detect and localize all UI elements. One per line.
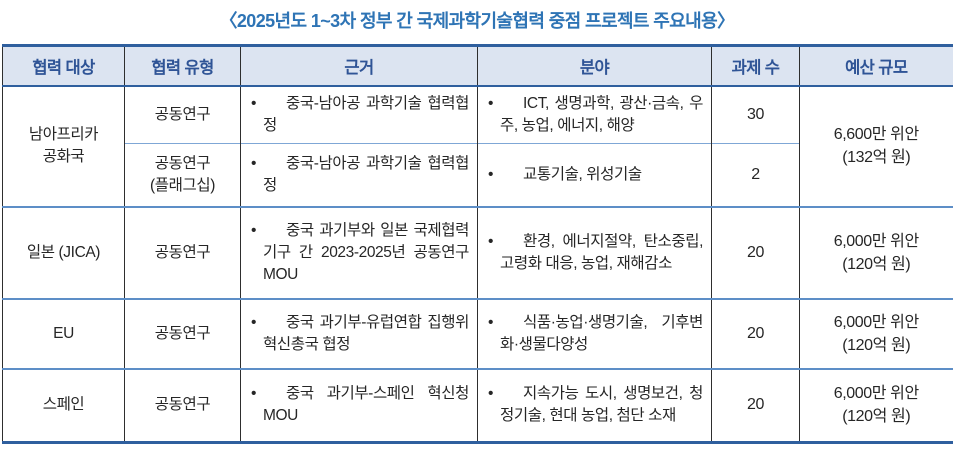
page-title: 〈2025년도 1~3차 정부 간 국제과학기술협력 중점 프로젝트 주요내용〉	[219, 11, 735, 31]
basis-text: 중국 과기부-유럽연합 집행위 혁신총국 협정	[263, 314, 469, 353]
bullet-icon: •	[488, 233, 494, 250]
cell-count: 20	[711, 298, 800, 369]
basis-text: 중국 과기부와 일본 국제협력기구 간 2023-2025년 공동연구 MOU	[263, 222, 469, 283]
cell-target-japan: 일본 (JICA)	[2, 206, 125, 299]
cell-budget: 6,000만 위안 (120억 원)	[799, 206, 953, 299]
field-text: 식품·농업·생명기술, 기후변화·생물다양성	[500, 314, 703, 353]
cell-count: 20	[711, 368, 800, 444]
field-text: 교통기술, 위성기술	[523, 165, 642, 183]
column-header-target: 협력 대상	[2, 44, 125, 87]
column-header-budget: 예산 규모	[799, 44, 953, 87]
cell-field: • ICT, 생명과학, 광산·금속, 우주, 농업, 에너지, 해양	[477, 85, 712, 143]
cell-budget: 6,000만 위안 (120억 원)	[799, 368, 953, 444]
cell-budget: 6,000만 위안 (120억 원)	[799, 298, 953, 369]
cell-basis: • 중국 과기부와 일본 국제협력기구 간 2023-2025년 공동연구 MOU	[240, 206, 478, 299]
table-row: 스페인 공동연구 • 중국 과기부-스페인 혁신청 MOU • 지속가능 도시, 생…	[2, 368, 953, 444]
cell-target-spain: 스페인	[2, 368, 125, 444]
bullet-icon: •	[251, 314, 257, 331]
cell-count: 20	[711, 206, 800, 299]
table-row: 남아프리카 공화국 공동연구 • 중국-남아공 과학기술 협력협정 • ICT, 생…	[2, 85, 953, 207]
cell-basis: • 중국 과기부-스페인 혁신청 MOU	[240, 368, 478, 444]
cell-count: 2	[711, 142, 800, 207]
cell-basis: • 중국-남아공 과학기술 협력협정	[240, 142, 478, 207]
cell-budget: 6,600만 위안 (132억 원)	[799, 85, 953, 207]
column-header-field: 분야	[477, 44, 712, 87]
bullet-icon: •	[488, 94, 494, 112]
cell-field: • 교통기술, 위성기술	[477, 142, 712, 207]
table-header: 협력 대상 협력 유형 근거 분야 과제 수 예산 규모	[2, 44, 953, 87]
bullet-icon: •	[251, 154, 257, 172]
cell-type: 공동연구 (플래그십)	[124, 142, 241, 207]
cell-type: 공동연구	[124, 298, 241, 369]
bullet-icon: •	[251, 385, 257, 403]
basis-text: 중국 과기부-스페인 혁신청 MOU	[263, 385, 469, 425]
basis-text: 중국-남아공 과학기술 협력협정	[263, 94, 469, 134]
bullet-icon: •	[251, 94, 257, 112]
field-text: ICT, 생명과학, 광산·금속, 우주, 농업, 에너지, 해양	[500, 94, 703, 134]
bullet-icon: •	[251, 222, 257, 239]
field-text: 지속가능 도시, 생명보건, 청정기술, 현대 농업, 첨단 소재	[500, 385, 703, 425]
cell-target-south-africa: 남아프리카 공화국	[2, 85, 125, 207]
field-text: 환경, 에너지절약, 탄소중립, 고령화 대응, 농업, 재해감소	[500, 233, 703, 272]
column-header-type: 협력 유형	[124, 44, 241, 87]
table-row: EU 공동연구 • 중국 과기부-유럽연합 집행위 혁신총국 협정 • 식품·농업·…	[2, 298, 953, 369]
bullet-icon: •	[488, 165, 494, 183]
cell-type: 공동연구	[124, 368, 241, 444]
cell-target-eu: EU	[2, 298, 125, 369]
cell-type: 공동연구	[124, 206, 241, 299]
cell-basis: • 중국 과기부-유럽연합 집행위 혁신총국 협정	[240, 298, 478, 369]
cell-field: • 지속가능 도시, 생명보건, 청정기술, 현대 농업, 첨단 소재	[477, 368, 712, 444]
cell-count: 30	[711, 85, 800, 143]
column-header-basis: 근거	[240, 44, 478, 87]
cell-basis: • 중국-남아공 과학기술 협력협정	[240, 85, 478, 143]
bullet-icon: •	[488, 314, 494, 331]
cell-type: 공동연구	[124, 85, 241, 143]
table-row: 공동연구 (플래그십) • 중국-남아공 과학기술 협력협정 • 교통기술, 위성기…	[3, 142, 953, 207]
cell-field: • 식품·농업·생명기술, 기후변화·생물다양성	[477, 298, 712, 369]
table-row: 일본 (JICA) 공동연구 • 중국 과기부와 일본 국제협력기구 간 2023…	[2, 206, 953, 299]
bullet-icon: •	[488, 385, 494, 403]
cooperation-projects-table: 협력 대상 협력 유형 근거 분야 과제 수 예산 규모 남아프리카 공화국 공…	[2, 44, 953, 444]
column-header-count: 과제 수	[711, 44, 800, 87]
cell-field: • 환경, 에너지절약, 탄소중립, 고령화 대응, 농업, 재해감소	[477, 206, 712, 299]
basis-text: 중국-남아공 과학기술 협력협정	[263, 154, 469, 194]
